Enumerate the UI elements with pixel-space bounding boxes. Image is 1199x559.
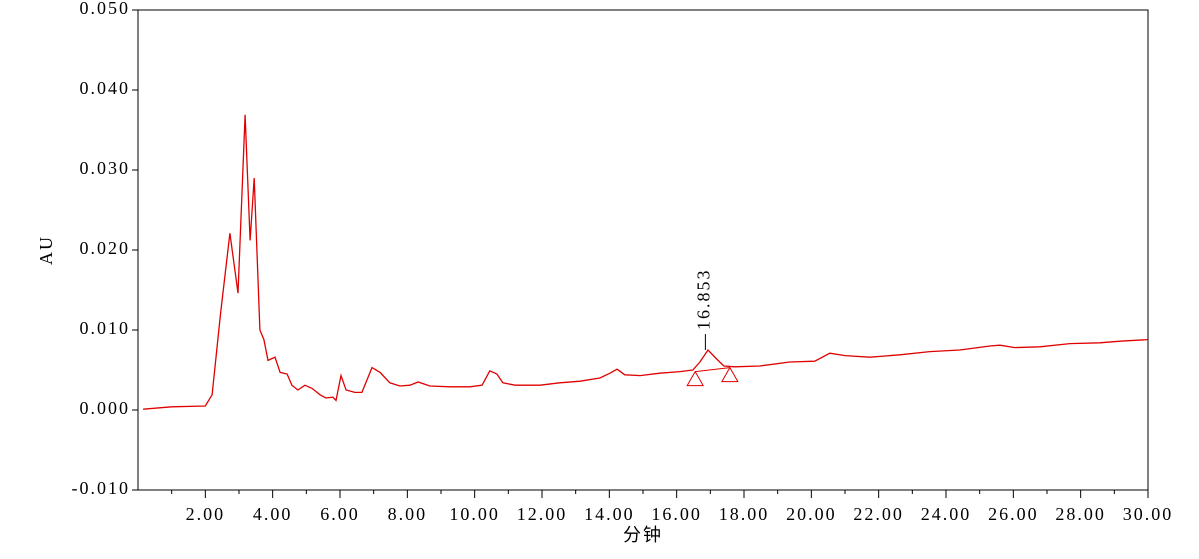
- x-tick-label: 12.00: [517, 504, 568, 524]
- peak-end-triangle: [720, 366, 739, 383]
- trace: [143, 114, 1149, 410]
- x-tick-label: 2.00: [186, 504, 226, 524]
- y-tick-label: -0.010: [72, 478, 131, 498]
- y-tick-label: 0.000: [80, 398, 131, 418]
- peak-baseline: [695, 367, 730, 373]
- x-tick-label: 10.00: [449, 504, 500, 524]
- x-tick-label: 20.00: [786, 504, 837, 524]
- y-tick-label: 0.010: [80, 318, 131, 338]
- y-axis-label: AU: [36, 235, 56, 265]
- x-axis-label: 分钟: [623, 525, 663, 546]
- y-tick-label: 0.040: [80, 78, 131, 98]
- y-tick-label: 0.030: [80, 158, 131, 178]
- peak-start-triangle: [686, 370, 705, 387]
- x-tick-label: 24.00: [921, 504, 972, 524]
- x-tick-label: 30.00: [1123, 504, 1174, 524]
- x-tick-label: 22.00: [853, 504, 904, 524]
- x-tick-label: 4.00: [253, 504, 293, 524]
- x-tick-label: 14.00: [584, 504, 635, 524]
- x-tick-label: 28.00: [1055, 504, 1106, 524]
- peak-label: 16.853: [694, 269, 714, 331]
- x-tick-label: 6.00: [320, 504, 360, 524]
- y-tick-label: 0.050: [80, 0, 131, 18]
- x-tick-label: 16.00: [651, 504, 702, 524]
- x-tick-label: 26.00: [988, 504, 1039, 524]
- plot-frame: [137, 9, 1149, 491]
- x-tick-label: 8.00: [388, 504, 428, 524]
- x-tick-label: 18.00: [719, 504, 770, 524]
- y-tick-label: 0.020: [80, 238, 131, 258]
